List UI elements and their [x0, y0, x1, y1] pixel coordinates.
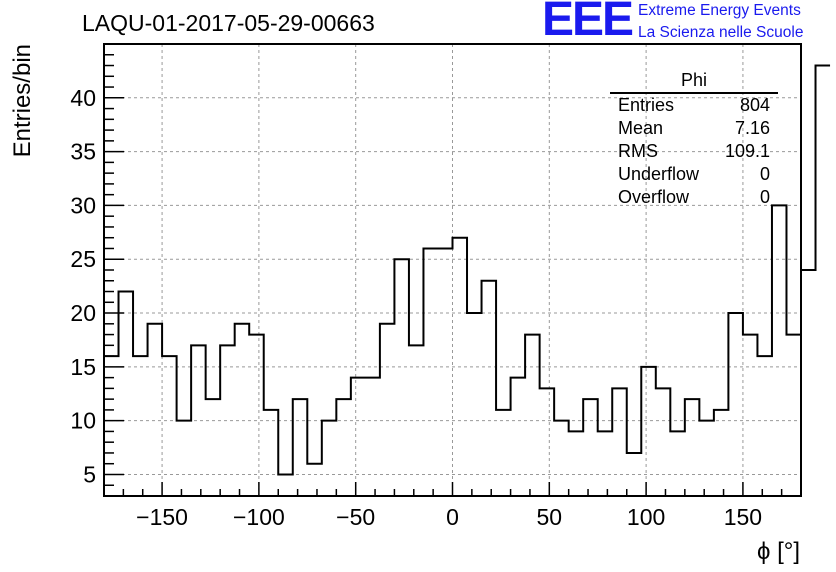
stats-label: Overflow [618, 187, 690, 207]
histogram-bin [786, 335, 801, 496]
stats-box: Phi Entries 804 Mean 7.16 RMS 109.1 Unde… [610, 70, 778, 209]
stats-row-underflow: Underflow 0 [610, 163, 778, 186]
histogram-bin [307, 464, 322, 496]
y-axis-label: Entries/bin [9, 44, 36, 157]
histogram-bin [816, 66, 831, 496]
histogram-bin [336, 399, 351, 496]
histogram-bin [467, 313, 482, 496]
stats-row-entries: Entries 804 [610, 94, 778, 117]
histogram-bin [380, 324, 395, 496]
histogram-bin [627, 453, 642, 496]
brand-tagline-2: La Scienza nelle Scuole [638, 24, 804, 41]
x-tick-label: 0 [446, 504, 459, 530]
histogram-bin [119, 292, 134, 496]
histogram-bin [728, 313, 743, 496]
histogram-bin [685, 399, 700, 496]
y-tick-label: 10 [70, 408, 96, 434]
y-tick-label: 30 [70, 192, 96, 218]
run-title: LAQU-01-2017-05-29-00663 [82, 10, 375, 36]
histogram-bin [394, 259, 409, 496]
y-tick-label: 15 [70, 354, 96, 380]
histogram-bin [453, 238, 468, 496]
histogram-bin [772, 205, 787, 496]
histogram-bin [177, 421, 192, 496]
stats-value: 0 [759, 164, 770, 184]
histogram-bin [641, 367, 656, 496]
histogram-bin [365, 378, 380, 496]
x-axis-label: ϕ [°] [757, 538, 800, 565]
stats-label: Entries [618, 95, 675, 115]
histogram-bin [148, 324, 163, 496]
histogram-bin [525, 335, 540, 496]
histogram-bin [249, 335, 264, 496]
stats-row-overflow: Overflow 0 [610, 186, 778, 209]
stats-value: 804 [739, 95, 770, 115]
histogram-bin [278, 474, 293, 496]
stats-label: RMS [618, 141, 658, 161]
stats-row-mean: Mean 7.16 [610, 117, 778, 140]
histogram-bin [264, 410, 279, 496]
histogram-bin [322, 421, 337, 496]
histogram-bin [540, 388, 555, 496]
y-tick-label: 5 [83, 461, 96, 487]
stats-value: 7.16 [734, 118, 770, 138]
stats-label: Underflow [618, 164, 700, 184]
brand-tagline-1: Extreme Energy Events [638, 2, 801, 19]
x-tick-label: 50 [537, 504, 563, 530]
histogram-bin [670, 431, 685, 496]
histogram-bin [583, 399, 598, 496]
stats-value: 109.1 [724, 141, 770, 161]
histogram-bin [438, 248, 453, 496]
tick-labels: −150 −100 −50 0 50 100 150 5 10 15 20 25 30 35 40 [70, 85, 762, 530]
histogram-bin [423, 248, 438, 496]
histogram-bars [104, 64, 831, 496]
histogram-bin [511, 378, 526, 496]
histogram-bin [569, 431, 584, 496]
x-tick-label: −50 [336, 504, 375, 530]
histogram-bin [191, 345, 206, 496]
histogram-bin [220, 345, 235, 496]
stats-value: 0 [759, 187, 770, 207]
histogram-outline [104, 64, 831, 476]
y-tick-label: 35 [70, 139, 96, 165]
stats-title: Phi [610, 70, 778, 94]
histogram-bin [598, 431, 613, 496]
histogram-bin [206, 399, 221, 496]
x-tick-label: −150 [136, 504, 188, 530]
y-tick-label: 20 [70, 300, 96, 326]
histogram-bin [757, 356, 772, 496]
histogram-bin [612, 388, 627, 496]
stats-row-rms: RMS 109.1 [610, 140, 778, 163]
histogram-bin [293, 399, 308, 496]
histogram-bin [482, 281, 497, 496]
y-tick-label: 40 [70, 85, 96, 111]
eee-logo: EEE [542, 0, 634, 46]
histogram-bin [801, 270, 816, 496]
x-tick-label: 100 [627, 504, 665, 530]
histogram-bin [496, 410, 511, 496]
grid-lines [104, 44, 801, 496]
histogram-bin [409, 345, 424, 496]
histogram-bin [133, 356, 148, 496]
histogram-bin [351, 378, 366, 496]
histogram-bin [699, 421, 714, 496]
histogram-bin [743, 335, 758, 496]
histogram-bin [656, 388, 671, 496]
histogram-bin [554, 421, 569, 496]
histogram-bin [714, 410, 729, 496]
x-tick-label: 150 [724, 504, 762, 530]
histogram-bin [162, 356, 177, 496]
axis-ticks [103, 54, 802, 496]
stats-label: Mean [618, 118, 664, 138]
y-tick-label: 25 [70, 246, 96, 272]
histogram-bin [235, 324, 250, 496]
x-tick-label: −100 [233, 504, 285, 530]
